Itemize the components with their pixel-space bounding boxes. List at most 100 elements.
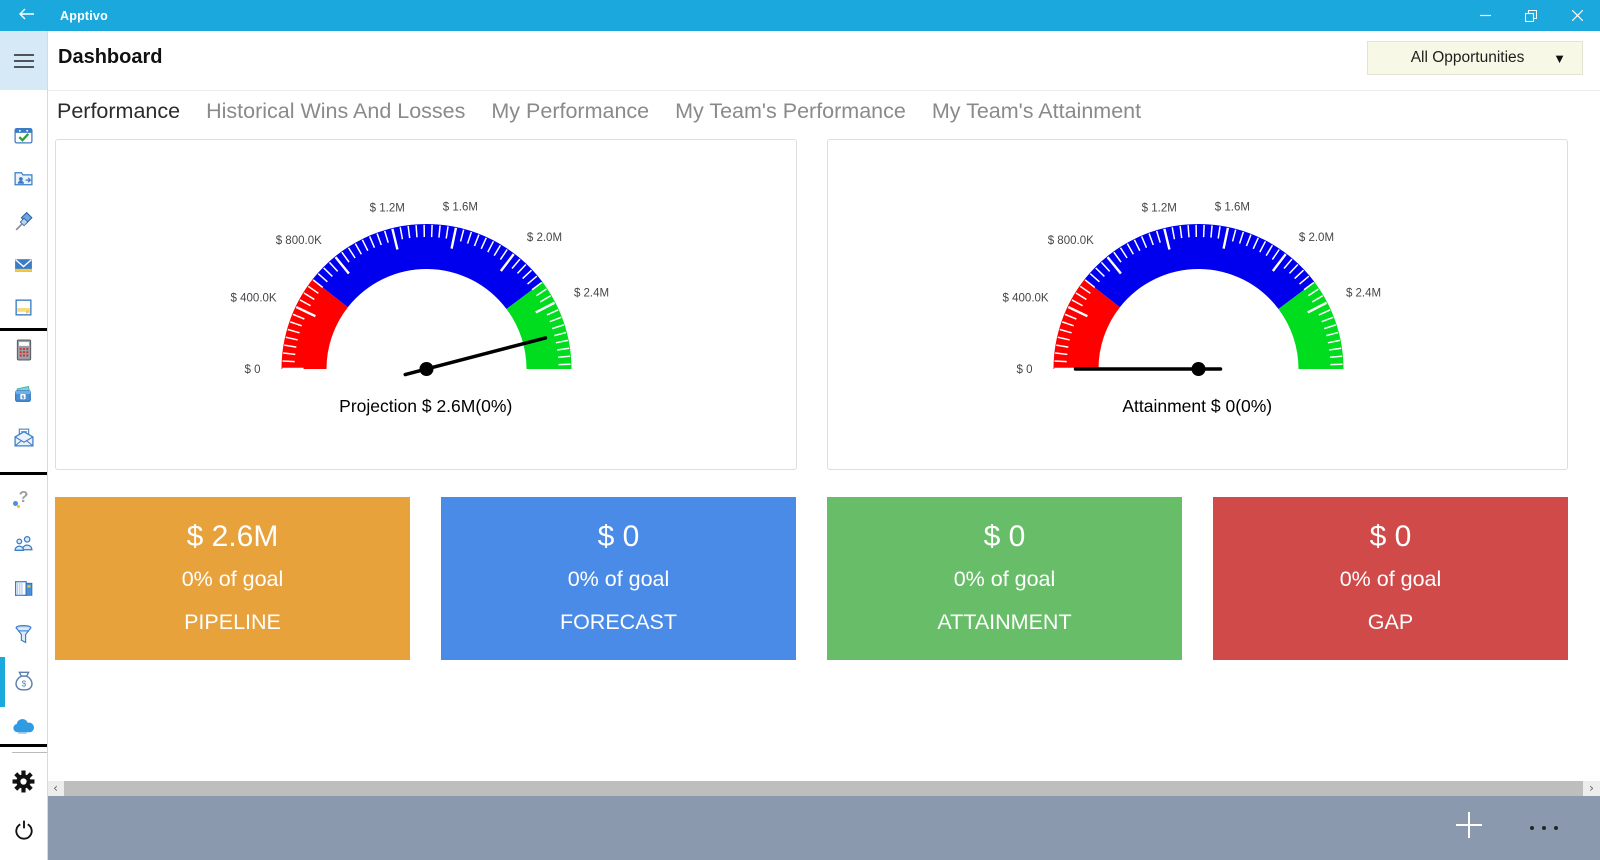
close-button[interactable] [1554, 0, 1600, 31]
svg-text:$ 2.0M: $ 2.0M [1299, 232, 1334, 244]
app-title: Apptivo [60, 8, 108, 23]
sidebar-divider [0, 472, 47, 475]
sidebar-item-invoices[interactable] [0, 424, 47, 450]
sidebar-item-power[interactable] [0, 817, 47, 843]
invoice-mail-icon [13, 428, 34, 447]
active-item-indicator [0, 657, 5, 707]
restore-icon [1525, 9, 1537, 22]
svg-text:$ 1.2M: $ 1.2M [1141, 203, 1176, 215]
calculator-icon [16, 339, 31, 361]
sidebar-divider [0, 328, 47, 331]
contacts-folder-icon [14, 171, 33, 185]
collaboration-icon [13, 535, 32, 551]
svg-text:$ 1.2M: $ 1.2M [370, 203, 405, 215]
filter-selected-value: All Opportunities [1410, 49, 1525, 66]
svg-text:$: $ [21, 679, 26, 688]
sidebar-item-funnel[interactable] [0, 620, 47, 646]
scroll-right-button[interactable]: › [1583, 781, 1600, 796]
wallet-icon: $ [15, 385, 31, 402]
kpi-subtitle: 0% of goal [1339, 566, 1442, 591]
page-title: Dashboard [58, 46, 163, 68]
sidebar-divider [0, 744, 47, 747]
back-button[interactable] [0, 0, 52, 31]
email-icon [15, 258, 32, 272]
sidebar-item-opportunities[interactable]: $ [0, 667, 47, 693]
kpi-label: FORECAST [559, 609, 678, 634]
sidebar-item-notes[interactable] [0, 294, 47, 320]
attainment-gauge-caption: Attainment $ 0(0%) [1122, 396, 1273, 416]
window-controls [1462, 0, 1600, 31]
sidebar-item-help[interactable]: ? [0, 485, 47, 511]
menu-button[interactable] [0, 31, 47, 90]
kpi-cards: $ 2.6M 0% of goal PIPELINE $ 0 0% of goa… [55, 497, 1568, 660]
kpi-label: PIPELINE [184, 609, 281, 634]
projection-gauge-caption: Projection $ 2.6M(0%) [339, 396, 513, 416]
attainment-gauge-chart: $ 0 $ 400.0K $ 800.0K $ 1.2M $ 1.6M $ 2.0M $ 2… [1002, 201, 1381, 376]
scrollbar-thumb[interactable] [64, 781, 1583, 796]
sidebar-item-wallet[interactable]: $ [0, 381, 47, 407]
attainment-gauge-panel: $ 0 $ 400.0K $ 800.0K $ 1.2M $ 1.6M $ 2.0M $ 2… [826, 139, 1568, 470]
gauge-panels: $ 0 $ 400.0K $ 800.0K $ 1.2M $ 1.6M $ 2.0M $ 2… [55, 139, 1568, 470]
window-titlebar: Apptivo [0, 0, 1600, 31]
tab-my-teams-performance[interactable]: My Team's Performance [675, 99, 906, 123]
power-icon [14, 820, 33, 840]
svg-text:$: $ [22, 394, 25, 400]
add-button[interactable] [1454, 810, 1484, 846]
sidebar-item-calculator[interactable] [0, 337, 47, 363]
calendar-check-icon [14, 127, 33, 143]
cloud-icon [13, 719, 34, 734]
svg-text:$ 800.0K: $ 800.0K [1047, 235, 1093, 247]
kpi-label: ATTAINMENT [937, 609, 1072, 634]
settings-gear-icon [12, 770, 35, 792]
app-command-bar [47, 796, 1600, 860]
more-options-button[interactable] [1530, 818, 1558, 838]
minimize-button[interactable] [1462, 0, 1508, 31]
projection-gauge-panel: $ 0 $ 400.0K $ 800.0K $ 1.2M $ 1.6M $ 2.0M $ 2… [55, 139, 797, 470]
kpi-card-pipeline: $ 2.6M 0% of goal PIPELINE [55, 497, 410, 660]
sidebar-item-pin[interactable] [0, 209, 47, 235]
dashboard-tabs: Performance Historical Wins And Losses M… [57, 99, 1141, 124]
opportunities-filter-dropdown[interactable]: All Opportunities ▼ [1367, 41, 1583, 75]
page-header: Dashboard All Opportunities ▼ [47, 31, 1600, 91]
sidebar-item-ledger[interactable] [0, 575, 47, 601]
svg-text:$ 2.0M: $ 2.0M [527, 232, 562, 244]
tab-historical-wins-and-losses[interactable]: Historical Wins And Losses [206, 99, 466, 123]
kpi-subtitle: 0% of goal [953, 566, 1056, 591]
help-headset-icon: ? [12, 489, 28, 508]
sidebar-item-collaboration[interactable] [0, 530, 47, 556]
pushpin-icon [15, 211, 33, 230]
svg-text:$ 2.4M: $ 2.4M [1346, 288, 1381, 300]
svg-text:$ 400.0K: $ 400.0K [231, 293, 277, 305]
hamburger-icon [13, 53, 34, 68]
app-sidebar: $ ? [0, 31, 48, 860]
arrow-left-icon [18, 7, 35, 25]
ledger-icon [14, 580, 33, 596]
scroll-left-button[interactable]: ‹ [47, 781, 64, 796]
funnel-icon [15, 624, 32, 643]
notes-icon [15, 298, 32, 316]
kpi-subtitle: 0% of goal [181, 566, 284, 591]
sidebar-item-cloud[interactable] [0, 713, 47, 739]
sidebar-item-contacts[interactable] [0, 165, 47, 191]
sidebar-item-settings[interactable] [0, 768, 47, 794]
horizontal-scrollbar[interactable]: ‹ › [47, 781, 1600, 796]
kpi-value: $ 2.6M [186, 519, 279, 553]
kpi-card-attainment: $ 0 0% of goal ATTAINMENT [827, 497, 1182, 660]
restore-button[interactable] [1508, 0, 1554, 31]
svg-text:$ 1.6M: $ 1.6M [1215, 201, 1250, 213]
svg-text:$ 1.6M: $ 1.6M [443, 201, 478, 213]
tab-my-performance[interactable]: My Performance [491, 99, 650, 123]
minimize-icon [1479, 14, 1491, 17]
svg-text:$ 2.4M: $ 2.4M [574, 288, 609, 300]
chevron-down-icon: ▼ [1553, 50, 1566, 66]
tab-performance[interactable]: Performance [57, 99, 181, 123]
sidebar-item-calendar[interactable] [0, 122, 47, 148]
tab-my-teams-attainment[interactable]: My Team's Attainment [931, 99, 1142, 123]
ellipsis-icon [1530, 826, 1534, 830]
money-bag-icon: $ [14, 671, 33, 691]
sidebar-divider-thin [12, 752, 47, 753]
kpi-value: $ 0 [983, 519, 1026, 553]
svg-text:$ 0: $ 0 [1016, 364, 1032, 376]
sidebar-item-email[interactable] [0, 252, 47, 278]
plus-icon [1456, 812, 1482, 838]
